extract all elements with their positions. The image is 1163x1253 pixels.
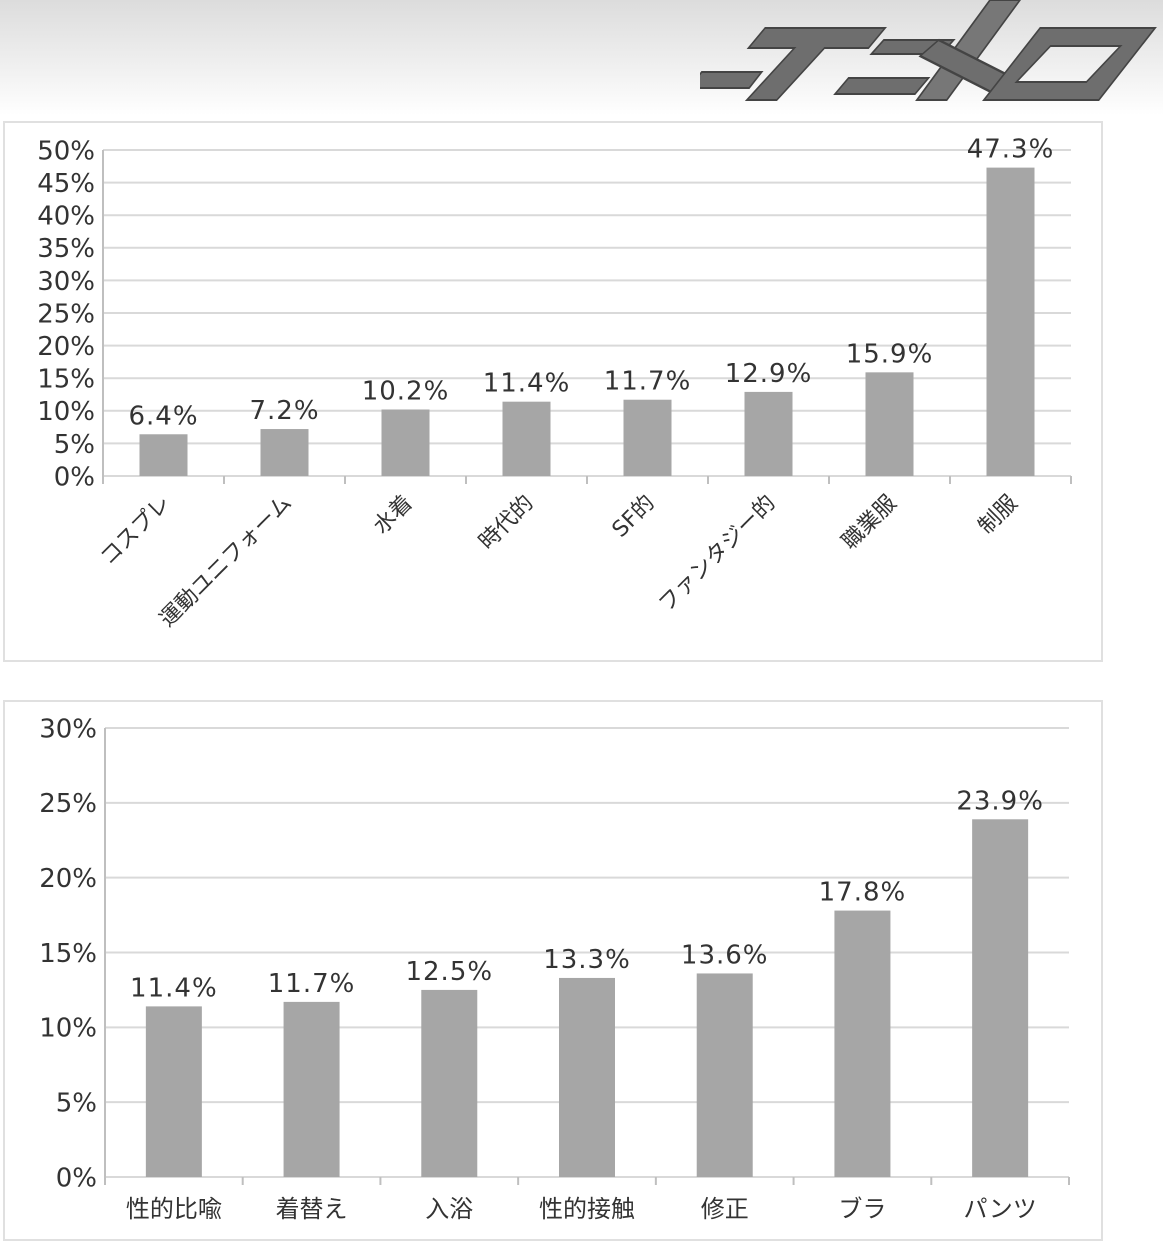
y-tick-label: 30% xyxy=(39,714,97,744)
chart-panel-costumes: 0% 5% 10% 15% 20% 25% 30% 35% 40% 45% 50% 6.4% コスプレ 7… xyxy=(3,121,1103,662)
data-label: 13.3% xyxy=(543,945,631,975)
y-tick-label: 50% xyxy=(37,136,95,166)
bar xyxy=(696,973,753,1177)
y-tick-label: 40% xyxy=(37,202,95,232)
bar xyxy=(381,409,430,476)
bar xyxy=(744,391,793,476)
bar xyxy=(986,167,1035,476)
bar-chart-fanservice: 0% 5% 10% 15% 20% 25% 30% 11.4% 性的比喩 11.7% 着替え 12.5… xyxy=(39,714,1070,1223)
data-label: 10.2% xyxy=(362,376,450,406)
x-category-label: 職業服 xyxy=(837,491,901,555)
logo-mark xyxy=(700,0,1157,101)
y-tick-label: 5% xyxy=(54,430,95,460)
x-category-label: ファンタジー的 xyxy=(654,491,781,618)
bar xyxy=(283,1001,340,1177)
bar xyxy=(623,399,672,476)
y-tick-label: 0% xyxy=(54,462,95,492)
bar xyxy=(834,910,891,1177)
data-label: 12.9% xyxy=(725,359,813,389)
bar xyxy=(972,819,1029,1177)
x-category-label: ブラ xyxy=(838,1195,886,1223)
y-tick-label: 15% xyxy=(39,939,97,969)
bar-chart-costumes: 0%5%10%15%20%25%30%35%40%45%50% 6.4% コスプレ 7… xyxy=(37,135,1072,633)
x-category-label: 性的接触 xyxy=(539,1195,635,1223)
x-category-label: パンツ xyxy=(964,1195,1037,1223)
y-tick-label: 20% xyxy=(39,864,97,894)
x-category-label: 水着 xyxy=(369,491,418,540)
data-label: 6.4% xyxy=(128,401,198,431)
bar xyxy=(139,434,188,476)
y-tick-label: 25% xyxy=(39,789,97,819)
y-tick-label: 25% xyxy=(37,299,95,329)
data-label: 12.5% xyxy=(405,957,493,987)
bar xyxy=(145,1006,202,1177)
data-label: 13.6% xyxy=(681,940,769,970)
y-tick-label: 10% xyxy=(39,1014,97,1044)
x-category-label: 運動ユニフォーム xyxy=(155,491,297,633)
y-tick-label: 30% xyxy=(37,267,95,297)
bar xyxy=(260,429,309,476)
x-category-label: 時代的 xyxy=(474,491,538,555)
data-label: 47.3% xyxy=(967,135,1055,165)
data-label: 15.9% xyxy=(846,339,934,369)
bar xyxy=(421,989,478,1177)
x-category-label: 修正 xyxy=(701,1195,749,1223)
y-tick-label: 10% xyxy=(37,397,95,427)
bar xyxy=(865,372,914,476)
x-category-label: 入浴 xyxy=(425,1195,473,1223)
x-category-label: 制服 xyxy=(974,491,1023,540)
x-category-label: 着替え xyxy=(276,1195,348,1223)
x-category-label: コスプレ xyxy=(96,491,176,571)
x-category-label: SF的 xyxy=(608,491,660,543)
data-label: 11.4% xyxy=(130,973,218,1003)
bar xyxy=(559,977,615,1177)
x-category-label: 性的比喩 xyxy=(126,1195,222,1223)
data-label: 11.4% xyxy=(483,369,571,399)
y-tick-label: 35% xyxy=(37,234,95,264)
y-tick-label: 15% xyxy=(37,365,95,395)
y-tick-label: 5% xyxy=(56,1089,97,1119)
data-label: 7.2% xyxy=(249,396,319,426)
data-label: 23.9% xyxy=(956,786,1044,816)
data-label: 17.8% xyxy=(819,878,907,908)
chart-panel-fanservice: 0% 5% 10% 15% 20% 25% 30% 11.4% 性的比喩 11.7% 着替え 12.5… xyxy=(3,700,1103,1241)
data-label: 11.7% xyxy=(268,969,356,999)
y-tick-label: 20% xyxy=(37,332,95,362)
bar xyxy=(502,401,551,476)
data-label: 11.7% xyxy=(604,367,692,397)
y-tick-label: 0% xyxy=(56,1163,97,1193)
y-tick-label: 45% xyxy=(37,169,95,199)
animero-logo xyxy=(700,0,1157,101)
